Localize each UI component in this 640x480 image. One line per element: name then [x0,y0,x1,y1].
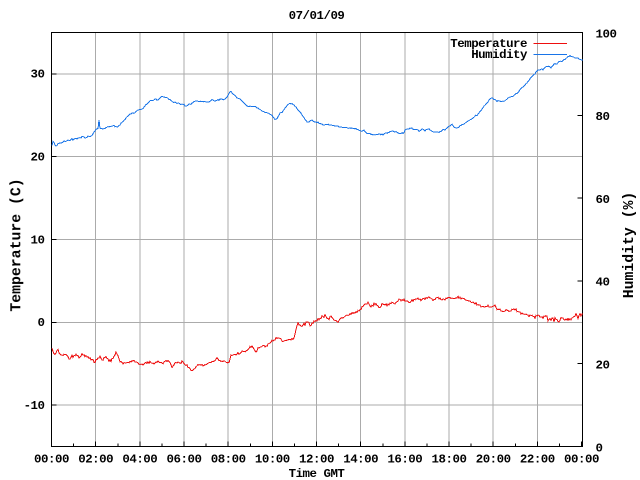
svg-text:22:00: 22:00 [520,453,555,467]
svg-text:00:00: 00:00 [34,453,69,467]
svg-text:40: 40 [596,276,610,290]
svg-text:0: 0 [596,441,603,455]
svg-text:10:00: 10:00 [255,453,290,467]
svg-text:Temperature (C): Temperature (C) [9,178,25,311]
svg-text:18:00: 18:00 [432,453,467,467]
svg-text:08:00: 08:00 [211,453,246,467]
svg-text:12:00: 12:00 [299,453,334,467]
svg-text:14:00: 14:00 [343,453,378,467]
svg-text:04:00: 04:00 [122,453,157,467]
svg-text:30: 30 [31,68,45,82]
svg-text:Humidity (%): Humidity (%) [622,192,638,299]
svg-text:60: 60 [596,193,610,207]
svg-text:07/01/09: 07/01/09 [289,9,345,23]
svg-text:00:00: 00:00 [564,453,599,467]
svg-text:80: 80 [596,110,610,124]
svg-text:20: 20 [596,359,610,373]
svg-text:06:00: 06:00 [167,453,202,467]
svg-text:100: 100 [596,27,617,41]
svg-text:20:00: 20:00 [476,453,511,467]
svg-text:-10: -10 [24,399,45,413]
svg-text:Time GMT: Time GMT [289,467,346,480]
svg-text:16:00: 16:00 [387,453,422,467]
svg-text:20: 20 [31,151,45,165]
svg-text:Humidity: Humidity [471,48,528,62]
svg-text:Temperature: Temperature [450,37,527,51]
svg-text:0: 0 [38,316,45,330]
svg-text:02:00: 02:00 [78,453,113,467]
svg-text:10: 10 [31,233,45,247]
